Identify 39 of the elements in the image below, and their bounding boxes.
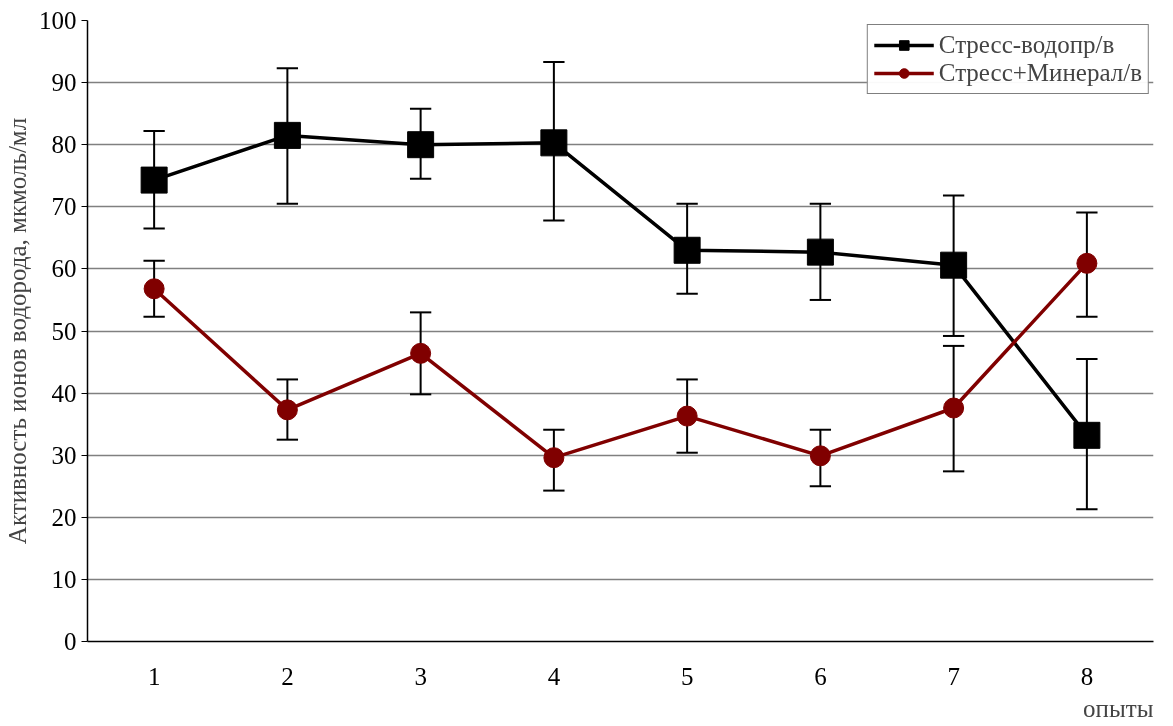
- y-tick-label: 30: [51, 441, 77, 469]
- point: [943, 397, 965, 419]
- y-tick-label: 100: [39, 7, 77, 34]
- x-tick-label: 7: [947, 662, 960, 690]
- x-tick-label: 2: [281, 662, 294, 690]
- point: [276, 399, 298, 421]
- point: [407, 131, 435, 159]
- y-tick-label: 40: [51, 379, 77, 407]
- x-tick-label: 6: [814, 662, 827, 690]
- point: [940, 251, 968, 279]
- point: [543, 447, 565, 469]
- point: [273, 121, 301, 149]
- y-tick-label: 80: [51, 131, 77, 159]
- point: [1076, 252, 1098, 274]
- y-axis-title: Активность ионов водорода, мкмоль/мл: [4, 117, 31, 545]
- point: [809, 445, 831, 467]
- x-tick-label: 1: [147, 662, 161, 690]
- y-tick-label: 70: [51, 193, 77, 221]
- y-tick-label: 90: [51, 69, 77, 97]
- point: [806, 238, 834, 266]
- y-tick-label: 0: [64, 628, 77, 655]
- x-tick-label: 4: [547, 662, 561, 690]
- point: [143, 278, 165, 300]
- point: [540, 129, 568, 157]
- y-tick-label: 20: [51, 503, 77, 531]
- x-axis-title: опыты: [1083, 694, 1154, 722]
- point: [676, 405, 698, 427]
- legend-label: Стресс+Минерал/в: [938, 59, 1142, 87]
- legend-label: Стресс-водопр/в: [938, 31, 1115, 59]
- x-tick-label: 3: [414, 662, 427, 690]
- y-tick-label: 50: [51, 317, 77, 345]
- point: [1073, 421, 1101, 449]
- y-tick-label: 60: [51, 255, 77, 283]
- point: [410, 342, 432, 364]
- y-tick-label: 10: [51, 565, 77, 593]
- x-tick-label: 8: [1080, 662, 1094, 690]
- point: [673, 236, 701, 264]
- x-tick-label: 5: [680, 662, 694, 690]
- point: [140, 166, 168, 194]
